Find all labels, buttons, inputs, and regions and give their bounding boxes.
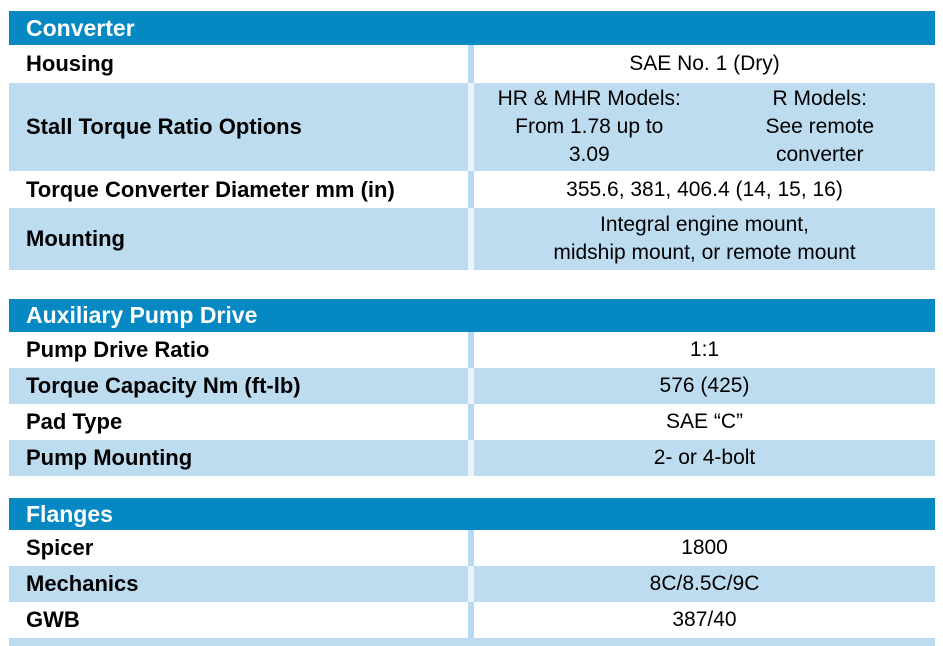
column-divider	[468, 440, 474, 476]
row-value: 2- or 4-bolt	[474, 440, 935, 476]
value-line: R Models:	[772, 87, 868, 110]
label-text: Stall Torque Ratio Options	[26, 114, 302, 139]
section-header-flanges: Flanges	[9, 498, 935, 530]
value-line: converter	[775, 143, 864, 166]
row-value: SAE “C”	[474, 404, 935, 440]
section-flanges: Flanges Spicer 1800 Mechanics 8C/8.5C/9C…	[9, 498, 935, 646]
row-label: Pump Drive Ratio	[9, 332, 468, 368]
label-text: GWB	[26, 607, 80, 632]
row-value: 1800	[474, 530, 935, 566]
column-divider	[468, 83, 474, 171]
row-spicer: Spicer 1800	[9, 530, 935, 566]
row-value: 8C/8.5C/9C	[474, 566, 935, 602]
stall-option-hr-mhr: HR & MHR Models: From 1.78 up to 3.09	[474, 85, 705, 169]
column-divider	[468, 368, 474, 404]
section-title: Auxiliary Pump Drive	[26, 302, 258, 328]
column-divider	[468, 45, 474, 83]
row-stall-torque-ratio-options: Stall Torque Ratio Options HR & MHR Mode…	[9, 83, 935, 171]
section-header-auxiliary-pump-drive: Auxiliary Pump Drive	[9, 299, 935, 332]
section-title: Converter	[26, 14, 135, 41]
column-divider	[468, 332, 474, 368]
value-text: 387/40	[672, 608, 737, 631]
label-text: Spicer	[26, 535, 94, 560]
row-value: SAE No. 1 (Dry)	[474, 45, 935, 83]
value-text: 8C/8.5C/9C	[649, 572, 760, 595]
row-mounting: Mounting Integral engine mount, midship …	[9, 208, 935, 270]
row-label: Pad Type	[9, 404, 468, 440]
label-text: Mechanics	[26, 571, 139, 596]
label-text: Mounting	[26, 226, 125, 251]
value-line: 3.09	[568, 143, 610, 166]
row-pump-mounting: Pump Mounting 2- or 4-bolt	[9, 440, 935, 476]
value-text: 1800	[681, 536, 728, 559]
row-pad-type: Pad Type SAE “C”	[9, 404, 935, 440]
label-text: Torque Capacity Nm (ft-lb)	[26, 373, 301, 398]
row-value: 355.6, 381, 406.4 (14, 15, 16)	[474, 171, 935, 208]
section-gap	[9, 270, 935, 299]
row-label: Torque Capacity Nm (ft-lb)	[9, 368, 468, 404]
row-label: Pump Mounting	[9, 440, 468, 476]
value-line: HR & MHR Models:	[497, 87, 681, 110]
table-bottom-strip	[9, 638, 935, 646]
row-mechanics: Mechanics 8C/8.5C/9C	[9, 566, 935, 602]
label-text: Pump Drive Ratio	[26, 337, 210, 362]
row-housing: Housing SAE No. 1 (Dry)	[9, 45, 935, 83]
value-text: 355.6, 381, 406.4 (14, 15, 16)	[566, 177, 843, 201]
value-line: From 1.78 up to	[515, 115, 664, 138]
value-text: 576 (425)	[659, 374, 750, 397]
row-label: GWB	[9, 602, 468, 638]
value-line: midship mount, or remote mount	[553, 241, 856, 264]
section-converter: Converter Housing SAE No. 1 (Dry) Stall …	[9, 11, 935, 270]
row-value: 387/40	[474, 602, 935, 638]
column-divider	[468, 171, 474, 208]
row-value: 1:1	[474, 332, 935, 368]
spec-table: Converter Housing SAE No. 1 (Dry) Stall …	[9, 11, 935, 646]
column-divider	[468, 208, 474, 270]
row-label: Stall Torque Ratio Options	[9, 83, 468, 171]
section-auxiliary-pump-drive: Auxiliary Pump Drive Pump Drive Ratio 1:…	[9, 299, 935, 476]
value-line: Integral engine mount,	[600, 213, 809, 236]
row-label: Housing	[9, 45, 468, 83]
stall-option-r: R Models: See remote converter	[705, 85, 936, 169]
row-label: Spicer	[9, 530, 468, 566]
value-text: SAE “C”	[665, 410, 743, 433]
row-label: Mechanics	[9, 566, 468, 602]
row-torque-capacity: Torque Capacity Nm (ft-lb) 576 (425)	[9, 368, 935, 404]
row-torque-converter-diameter: Torque Converter Diameter mm (in) 355.6,…	[9, 171, 935, 208]
label-text: Housing	[26, 51, 114, 76]
section-gap	[9, 476, 935, 498]
column-divider	[468, 404, 474, 440]
row-value: Integral engine mount, midship mount, or…	[474, 208, 935, 270]
value-text: 1:1	[689, 338, 720, 361]
row-label: Mounting	[9, 208, 468, 270]
row-pump-drive-ratio: Pump Drive Ratio 1:1	[9, 332, 935, 368]
section-header-converter: Converter	[9, 11, 935, 45]
value-text: 2- or 4-bolt	[653, 446, 756, 469]
label-text: Pad Type	[26, 409, 123, 434]
value-text: SAE No. 1 (Dry)	[629, 52, 780, 75]
label-text: Torque Converter Diameter mm (in)	[26, 176, 395, 202]
row-label: Torque Converter Diameter mm (in)	[9, 171, 468, 208]
column-divider	[468, 566, 474, 602]
value-line: See remote	[765, 115, 875, 138]
column-divider	[468, 530, 474, 566]
row-value: HR & MHR Models: From 1.78 up to 3.09 R …	[474, 83, 935, 171]
column-divider	[468, 602, 474, 638]
section-title: Flanges	[26, 500, 113, 527]
label-text: Pump Mounting	[26, 445, 193, 470]
row-gwb: GWB 387/40	[9, 602, 935, 638]
row-value: 576 (425)	[474, 368, 935, 404]
